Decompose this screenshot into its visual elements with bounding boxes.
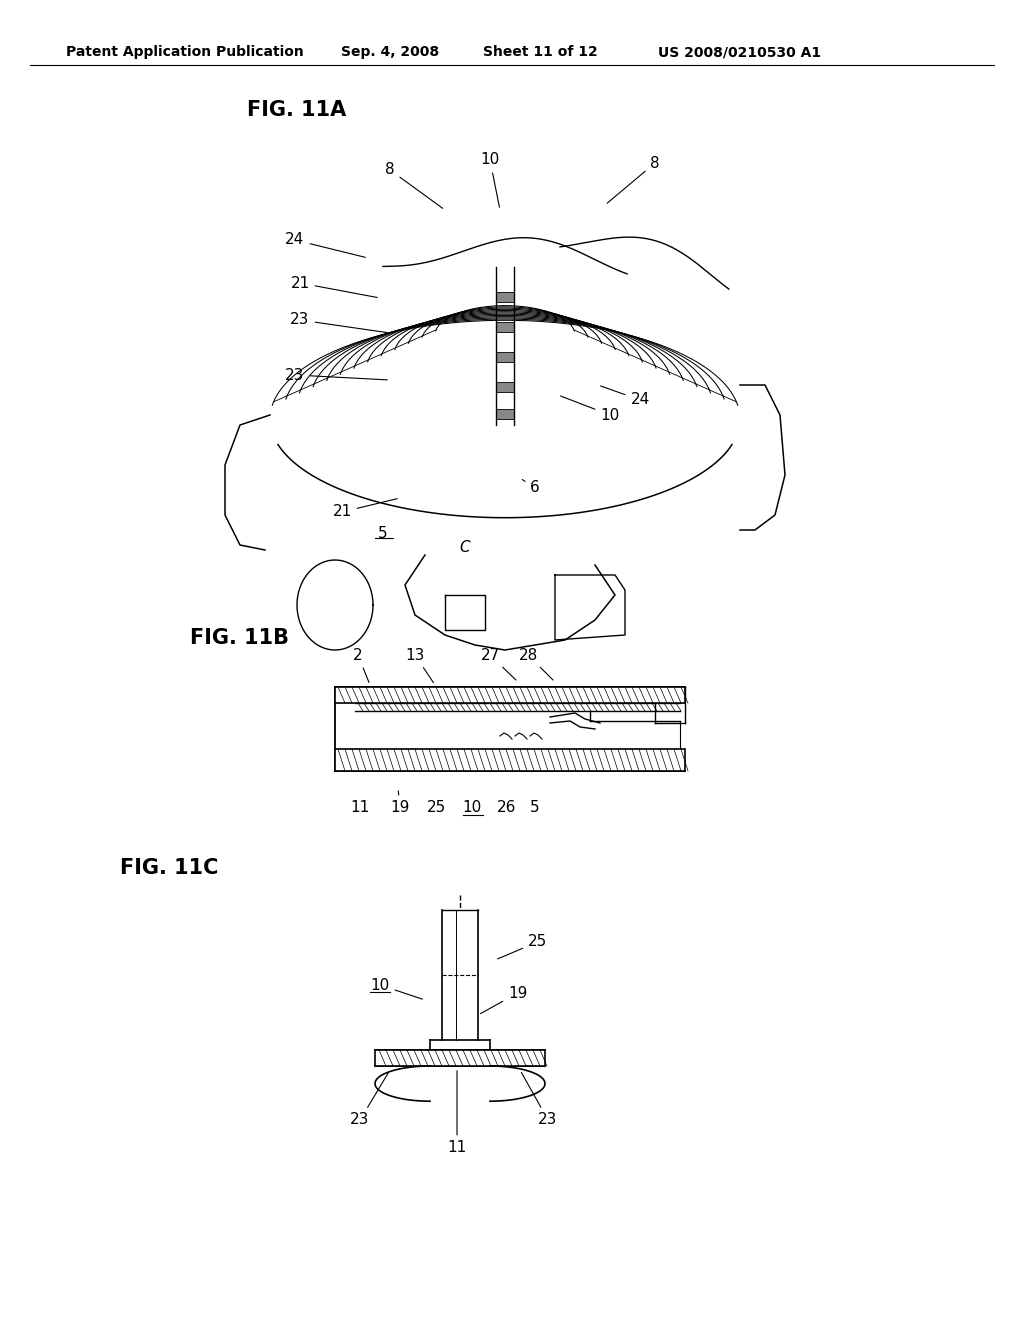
Text: 19: 19: [480, 986, 527, 1014]
Text: 21: 21: [333, 499, 397, 520]
Bar: [496, 409, 514, 418]
Bar: [335, 748, 685, 771]
Bar: [375, 1049, 545, 1067]
Text: FIG. 11C: FIG. 11C: [120, 858, 218, 878]
Text: C: C: [460, 540, 470, 556]
Text: 2: 2: [353, 648, 369, 682]
Bar: [496, 292, 514, 302]
Text: 28: 28: [518, 648, 553, 680]
Text: 23: 23: [286, 367, 387, 383]
Text: 5: 5: [378, 525, 388, 540]
Text: 25: 25: [427, 800, 446, 816]
Text: 27: 27: [480, 648, 516, 680]
Text: 10: 10: [371, 978, 422, 999]
Text: 8: 8: [385, 162, 442, 209]
Text: 6: 6: [522, 479, 540, 495]
Text: 10: 10: [560, 396, 620, 422]
Text: 24: 24: [601, 385, 649, 408]
Text: 8: 8: [607, 156, 659, 203]
Text: Patent Application Publication: Patent Application Publication: [67, 45, 304, 59]
Text: 11: 11: [350, 800, 370, 816]
Text: 21: 21: [291, 276, 377, 297]
Text: 13: 13: [406, 648, 433, 682]
Text: 10: 10: [480, 153, 500, 207]
Text: 10: 10: [463, 800, 481, 816]
Text: US 2008/0210530 A1: US 2008/0210530 A1: [658, 45, 821, 59]
Text: FIG. 11B: FIG. 11B: [190, 628, 289, 648]
Text: 26: 26: [498, 800, 517, 816]
Text: 24: 24: [286, 232, 366, 257]
Text: 19: 19: [390, 791, 410, 816]
Text: Sep. 4, 2008: Sep. 4, 2008: [341, 45, 439, 59]
Text: 25: 25: [498, 935, 547, 958]
Text: 23: 23: [291, 313, 387, 333]
Bar: [496, 322, 514, 333]
Text: 11: 11: [447, 1071, 467, 1155]
Text: 5: 5: [530, 800, 540, 816]
Text: 23: 23: [521, 1072, 558, 1127]
Text: Sheet 11 of 12: Sheet 11 of 12: [482, 45, 597, 59]
Bar: [335, 686, 685, 704]
Bar: [496, 381, 514, 392]
Text: FIG. 11A: FIG. 11A: [247, 100, 346, 120]
Bar: [496, 352, 514, 362]
Text: 23: 23: [350, 1072, 388, 1127]
